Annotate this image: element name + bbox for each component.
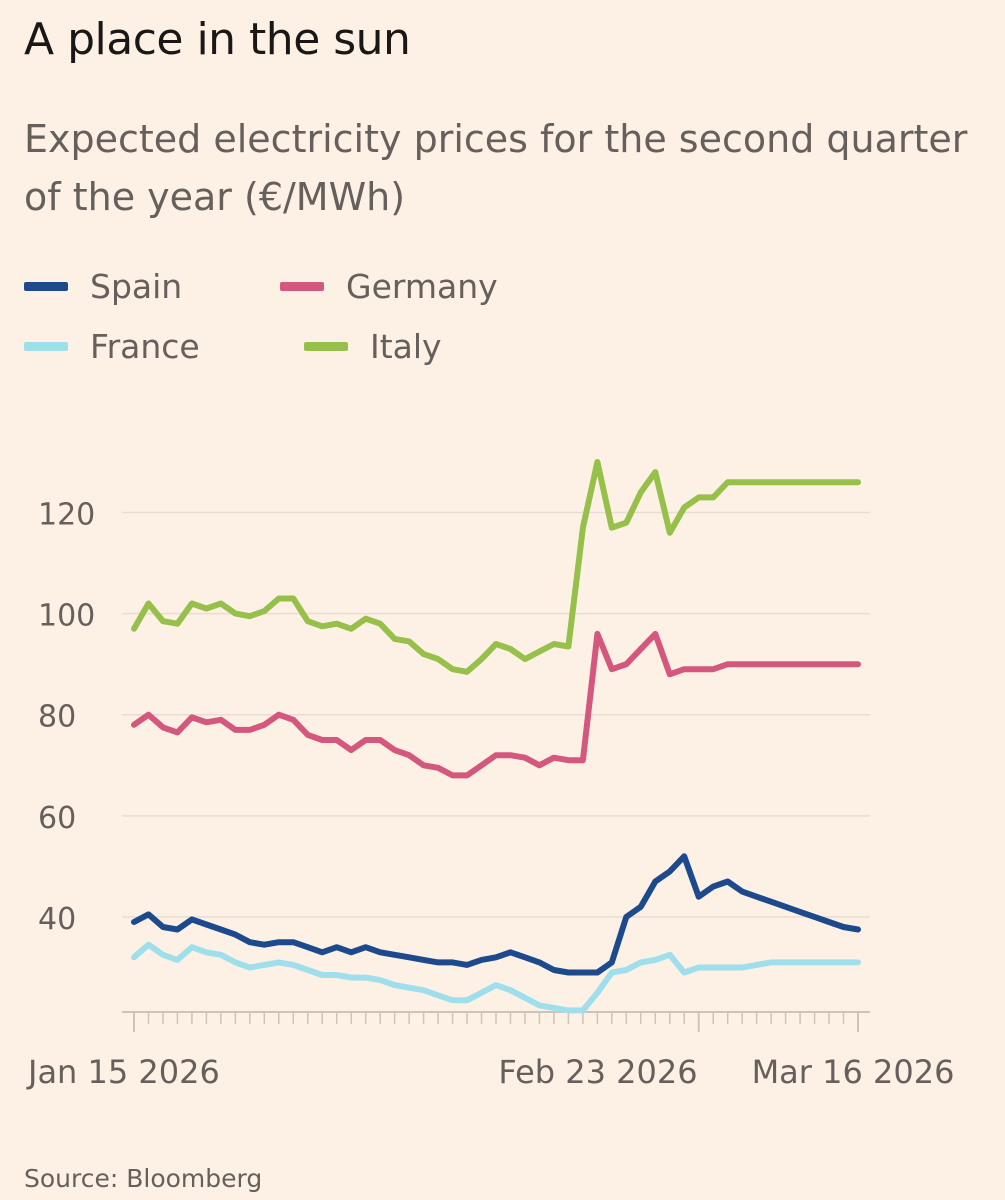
y-tick-label-80: 80	[38, 700, 76, 735]
source-note: Source: Bloomberg	[24, 1164, 263, 1193]
legend-swatch-spain	[24, 281, 68, 291]
legend-label-france: France	[90, 326, 200, 366]
legend-item-germany: Germany	[280, 262, 498, 310]
chart-title: A place in the sun	[24, 14, 411, 65]
legend-swatch-germany	[280, 281, 324, 291]
legend: Spain Germany France Italy	[24, 262, 644, 372]
line-chart: 40 60 80 100 120 Jan 15 2026 Feb 23 2026 Mar 16…	[26, 459, 955, 1091]
legend-label-spain: Spain	[90, 266, 183, 306]
legend-swatch-italy	[304, 341, 348, 351]
y-tick-label-120: 120	[38, 498, 95, 533]
legend-item-italy: Italy	[304, 322, 442, 370]
series-line-italy	[131, 459, 861, 675]
legend-label-italy: Italy	[370, 326, 442, 366]
legend-swatch-france	[24, 341, 68, 351]
x-tick-label-1: Feb 23 2026	[498, 1053, 697, 1091]
series-line-germany	[131, 630, 861, 779]
legend-label-germany: Germany	[346, 266, 498, 306]
legend-item-france: France	[24, 322, 200, 370]
series-line-spain	[131, 853, 861, 976]
chart-subtitle: Expected electricity prices for the seco…	[24, 117, 968, 219]
y-tick-label-40: 40	[38, 902, 76, 937]
x-tick-label-2: Mar 16 2026	[752, 1053, 955, 1091]
series-line-france	[131, 941, 861, 1014]
legend-item-spain: Spain	[24, 262, 182, 310]
y-tick-label-60: 60	[38, 801, 76, 836]
y-tick-label-100: 100	[38, 599, 95, 634]
x-tick-label-0: Jan 15 2026	[26, 1053, 220, 1091]
